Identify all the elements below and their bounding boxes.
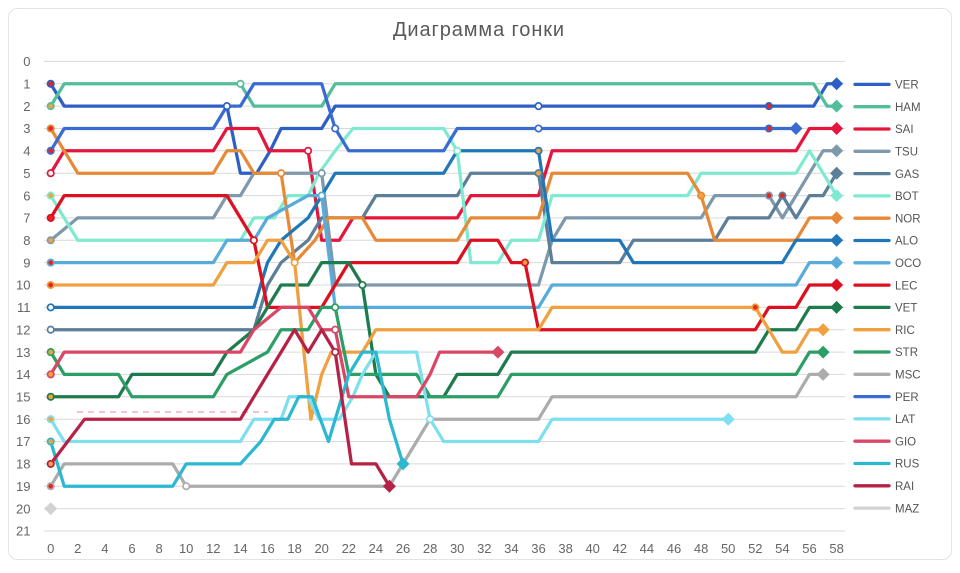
svg-text:1: 1 xyxy=(23,77,30,92)
svg-text:2: 2 xyxy=(74,541,81,556)
svg-text:SAI: SAI xyxy=(895,124,914,136)
svg-text:12: 12 xyxy=(206,541,220,556)
svg-text:6: 6 xyxy=(128,541,135,556)
svg-text:GIO: GIO xyxy=(895,436,916,448)
svg-text:32: 32 xyxy=(477,541,491,556)
svg-text:50: 50 xyxy=(721,541,735,556)
svg-text:26: 26 xyxy=(396,541,410,556)
svg-text:13: 13 xyxy=(16,345,30,360)
svg-text:20: 20 xyxy=(314,541,328,556)
svg-text:14: 14 xyxy=(233,541,247,556)
svg-text:10: 10 xyxy=(16,278,30,293)
svg-text:15: 15 xyxy=(16,390,30,405)
svg-text:NOR: NOR xyxy=(895,213,921,225)
svg-text:21: 21 xyxy=(16,524,30,539)
svg-text:7: 7 xyxy=(23,211,30,226)
svg-text:0: 0 xyxy=(47,541,54,556)
svg-text:18: 18 xyxy=(16,457,30,472)
svg-text:20: 20 xyxy=(16,501,30,516)
svg-text:28: 28 xyxy=(423,541,437,556)
svg-text:LAT: LAT xyxy=(895,414,915,426)
svg-text:46: 46 xyxy=(667,541,681,556)
svg-text:14: 14 xyxy=(16,367,30,382)
svg-text:VER: VER xyxy=(895,80,919,92)
svg-text:RAI: RAI xyxy=(895,481,914,493)
svg-text:56: 56 xyxy=(802,541,816,556)
svg-text:RIC: RIC xyxy=(895,325,915,337)
svg-text:17: 17 xyxy=(16,434,30,449)
svg-text:16: 16 xyxy=(260,541,274,556)
svg-text:BOT: BOT xyxy=(895,191,919,203)
svg-text:VET: VET xyxy=(895,303,917,315)
svg-text:58: 58 xyxy=(829,541,843,556)
svg-text:42: 42 xyxy=(613,541,627,556)
svg-text:ALO: ALO xyxy=(895,236,918,248)
svg-text:54: 54 xyxy=(775,541,789,556)
svg-text:12: 12 xyxy=(16,322,30,337)
svg-text:6: 6 xyxy=(23,188,30,203)
svg-text:OCO: OCO xyxy=(895,258,921,270)
svg-text:19: 19 xyxy=(16,479,30,494)
svg-text:36: 36 xyxy=(531,541,545,556)
svg-text:10: 10 xyxy=(179,541,193,556)
svg-text:52: 52 xyxy=(748,541,762,556)
svg-text:38: 38 xyxy=(558,541,572,556)
svg-text:30: 30 xyxy=(450,541,464,556)
svg-text:24: 24 xyxy=(369,541,383,556)
svg-text:Диаграмма гонки: Диаграмма гонки xyxy=(393,19,565,41)
svg-text:5: 5 xyxy=(23,166,30,181)
svg-text:2: 2 xyxy=(23,99,30,114)
svg-text:11: 11 xyxy=(17,300,31,315)
svg-text:4: 4 xyxy=(23,144,30,159)
svg-text:44: 44 xyxy=(640,541,654,556)
svg-text:16: 16 xyxy=(16,412,30,427)
svg-text:LEC: LEC xyxy=(895,280,917,292)
svg-text:8: 8 xyxy=(155,541,162,556)
svg-text:34: 34 xyxy=(504,541,518,556)
svg-text:8: 8 xyxy=(23,233,30,248)
svg-text:MSC: MSC xyxy=(895,370,921,382)
svg-text:MAZ: MAZ xyxy=(895,503,919,515)
svg-text:9: 9 xyxy=(23,255,30,270)
svg-text:40: 40 xyxy=(585,541,599,556)
svg-text:18: 18 xyxy=(287,541,301,556)
svg-text:22: 22 xyxy=(342,541,356,556)
svg-text:STR: STR xyxy=(895,347,918,359)
svg-text:TSU: TSU xyxy=(895,147,918,159)
svg-text:4: 4 xyxy=(101,541,108,556)
svg-text:RUS: RUS xyxy=(895,459,920,471)
svg-text:PER: PER xyxy=(895,392,919,404)
svg-text:48: 48 xyxy=(694,541,708,556)
svg-text:3: 3 xyxy=(23,121,30,136)
svg-text:0: 0 xyxy=(23,54,30,69)
svg-text:GAS: GAS xyxy=(895,169,920,181)
svg-text:HAM: HAM xyxy=(895,102,921,114)
